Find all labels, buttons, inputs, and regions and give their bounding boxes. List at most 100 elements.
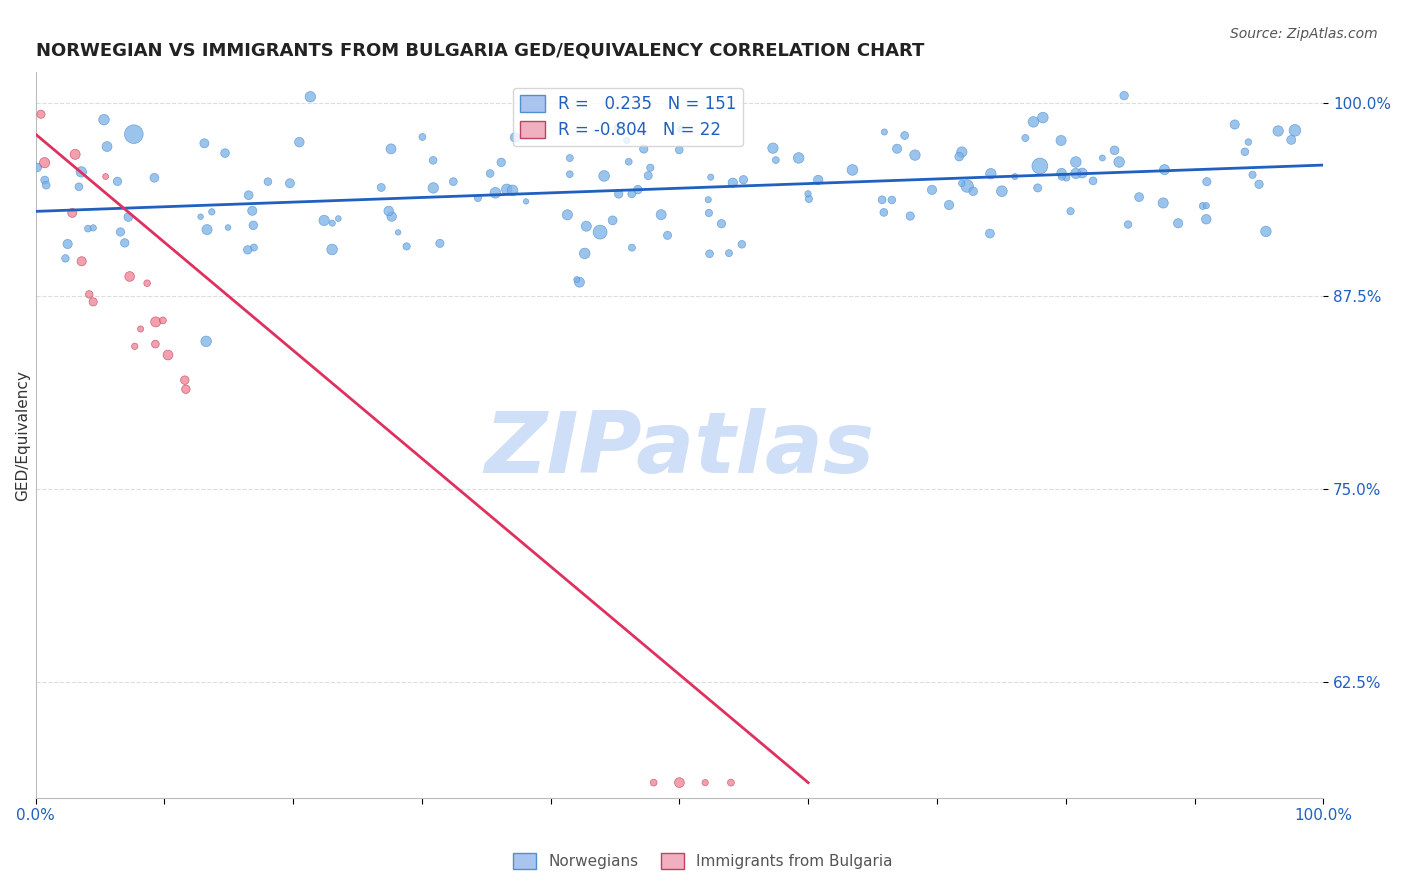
Point	[616, 133, 638, 147]
Point	[873, 125, 896, 139]
Point	[395, 239, 418, 253]
Point	[1104, 144, 1126, 158]
Point	[217, 220, 239, 235]
Point	[762, 141, 785, 155]
Point	[893, 128, 915, 143]
Point	[152, 313, 174, 327]
Point	[173, 373, 195, 387]
Point	[898, 209, 921, 223]
Point	[607, 186, 630, 201]
Point	[938, 198, 960, 212]
Point	[35, 178, 58, 193]
Point	[797, 186, 820, 201]
Point	[1279, 133, 1302, 147]
Point	[1004, 169, 1026, 184]
Point	[606, 120, 628, 135]
Point	[1054, 170, 1077, 185]
Point	[201, 205, 224, 219]
Point	[387, 226, 409, 240]
Point	[195, 334, 218, 349]
Point	[77, 287, 100, 301]
Point	[114, 235, 136, 250]
Point	[441, 175, 464, 189]
Legend: R =   0.235   N = 151, R = -0.804   N = 22: R = 0.235 N = 151, R = -0.804 N = 22	[513, 88, 742, 146]
Point	[1223, 118, 1246, 132]
Point	[1195, 175, 1218, 189]
Point	[593, 169, 616, 183]
Point	[620, 241, 643, 255]
Point	[697, 193, 720, 207]
Point	[1050, 166, 1073, 180]
Point	[620, 186, 643, 201]
Point	[82, 294, 104, 309]
Point	[948, 150, 970, 164]
Point	[1195, 212, 1218, 227]
Point	[699, 247, 721, 261]
Point	[650, 208, 672, 222]
Point	[143, 170, 166, 185]
Point	[380, 142, 402, 156]
Point	[60, 206, 83, 220]
Point	[278, 176, 301, 190]
Point	[467, 191, 489, 205]
Text: NORWEGIAN VS IMMIGRANTS FROM BULGARIA GED/EQUIVALENCY CORRELATION CHART: NORWEGIAN VS IMMIGRANTS FROM BULGARIA GE…	[35, 42, 924, 60]
Point	[136, 277, 159, 291]
Point	[558, 151, 581, 165]
Point	[1114, 88, 1136, 103]
Point	[1237, 135, 1260, 149]
Point	[617, 154, 640, 169]
Point	[94, 169, 117, 184]
Point	[633, 142, 655, 156]
Point	[1029, 159, 1052, 173]
Point	[193, 136, 215, 151]
Text: ZIPatlas: ZIPatlas	[484, 409, 875, 491]
Point	[1022, 115, 1045, 129]
Point	[787, 151, 810, 165]
Point	[1241, 168, 1264, 182]
Point	[257, 175, 280, 189]
Point	[1064, 166, 1087, 180]
Point	[422, 153, 444, 168]
Point	[1071, 166, 1094, 180]
Point	[697, 206, 720, 220]
Point	[156, 348, 179, 362]
Point	[484, 186, 506, 200]
Point	[67, 179, 90, 194]
Point	[124, 339, 146, 353]
Point	[1191, 199, 1213, 213]
Point	[27, 161, 49, 175]
Point	[429, 236, 451, 251]
Point	[1152, 196, 1174, 211]
Y-axis label: GED/Equivalency: GED/Equivalency	[15, 370, 30, 500]
Point	[122, 127, 145, 141]
Point	[117, 210, 139, 224]
Point	[575, 219, 598, 234]
Point	[243, 240, 266, 254]
Point	[880, 193, 903, 207]
Point	[1116, 218, 1139, 232]
Point	[1059, 204, 1081, 219]
Point	[657, 228, 679, 243]
Point	[1167, 216, 1189, 230]
Point	[314, 213, 336, 227]
Point	[93, 112, 115, 127]
Point	[1195, 199, 1218, 213]
Point	[1064, 155, 1087, 169]
Point	[328, 211, 350, 226]
Point	[637, 169, 659, 183]
Point	[962, 184, 984, 198]
Point	[589, 225, 612, 239]
Point	[34, 173, 56, 187]
Point	[495, 182, 517, 196]
Point	[720, 775, 742, 789]
Point	[242, 219, 264, 233]
Point	[873, 205, 896, 219]
Point	[129, 322, 152, 336]
Legend: Norwegians, Immigrants from Bulgaria: Norwegians, Immigrants from Bulgaria	[508, 847, 898, 875]
Point	[1032, 111, 1054, 125]
Point	[565, 272, 588, 286]
Point	[63, 147, 86, 161]
Point	[668, 143, 690, 157]
Point	[717, 246, 740, 260]
Point	[602, 213, 624, 227]
